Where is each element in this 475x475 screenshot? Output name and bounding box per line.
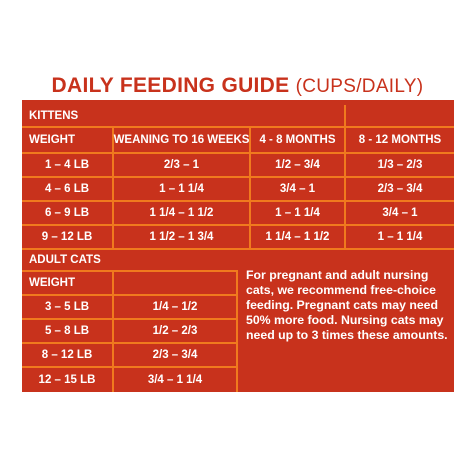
adult-value-cell: 1/4 – 1/2 — [114, 296, 238, 320]
kittens-header-spacer — [346, 105, 454, 128]
kittens-section-label: KITTENS — [22, 105, 346, 128]
adult-value-cell: 1/2 – 2/3 — [114, 320, 238, 344]
kittens-weight-cell: 1 – 4 LB — [22, 154, 114, 178]
kittens-value-cell: 1 1/4 – 1 1/2 — [114, 202, 251, 226]
adult-section-label: ADULT CATS — [22, 250, 238, 272]
adult-weight-cell: 12 – 15 LB — [22, 368, 114, 392]
kittens-value-cell: 2/3 – 3/4 — [346, 178, 454, 202]
adult-value-cell: 3/4 – 1 1/4 — [114, 368, 238, 392]
feeding-guide-card: KITTENS WEIGHT WEANING TO 16 WEEKS 4 - 8… — [22, 100, 454, 392]
kittens-value-cell: 1 – 1 1/4 — [251, 202, 346, 226]
kittens-weight-cell: 9 – 12 LB — [22, 226, 114, 250]
kittens-weight-cell: 4 – 6 LB — [22, 178, 114, 202]
kittens-value-cell: 2/3 – 1 — [114, 154, 251, 178]
kittens-value-cell: 1/2 – 3/4 — [251, 154, 346, 178]
kittens-value-cell: 1 – 1 1/4 — [114, 178, 251, 202]
kittens-value-cell: 1 1/2 – 1 3/4 — [114, 226, 251, 250]
kittens-value-cell: 1/3 – 2/3 — [346, 154, 454, 178]
kittens-value-cell: 3/4 – 1 — [251, 178, 346, 202]
adult-header-weight: WEIGHT — [22, 272, 114, 296]
adult-value-cell: 2/3 – 3/4 — [114, 344, 238, 368]
kittens-header-8-12-months: 8 - 12 MONTHS — [346, 128, 454, 154]
kittens-header-4-8-months: 4 - 8 MONTHS — [251, 128, 346, 154]
kittens-weight-cell: 6 – 9 LB — [22, 202, 114, 226]
page-title: DAILY FEEDING GUIDE (CUPS/DAILY) — [0, 74, 475, 98]
kittens-value-cell: 1 – 1 1/4 — [346, 226, 454, 250]
kittens-header-weight: WEIGHT — [22, 128, 114, 154]
kittens-value-cell: 3/4 – 1 — [346, 202, 454, 226]
title-main: DAILY FEEDING GUIDE — [51, 74, 290, 97]
kittens-header-weaning: WEANING TO 16 WEEKS — [114, 128, 251, 154]
adult-weight-cell: 3 – 5 LB — [22, 296, 114, 320]
kittens-value-cell: 1 1/4 – 1 1/2 — [251, 226, 346, 250]
title-unit: (CUPS/DAILY) — [295, 76, 424, 97]
adult-weight-cell: 8 – 12 LB — [22, 344, 114, 368]
adult-weight-cell: 5 – 8 LB — [22, 320, 114, 344]
adult-header-amount — [114, 272, 238, 296]
nursing-note: For pregnant and adult nursing cats, we … — [246, 268, 448, 342]
